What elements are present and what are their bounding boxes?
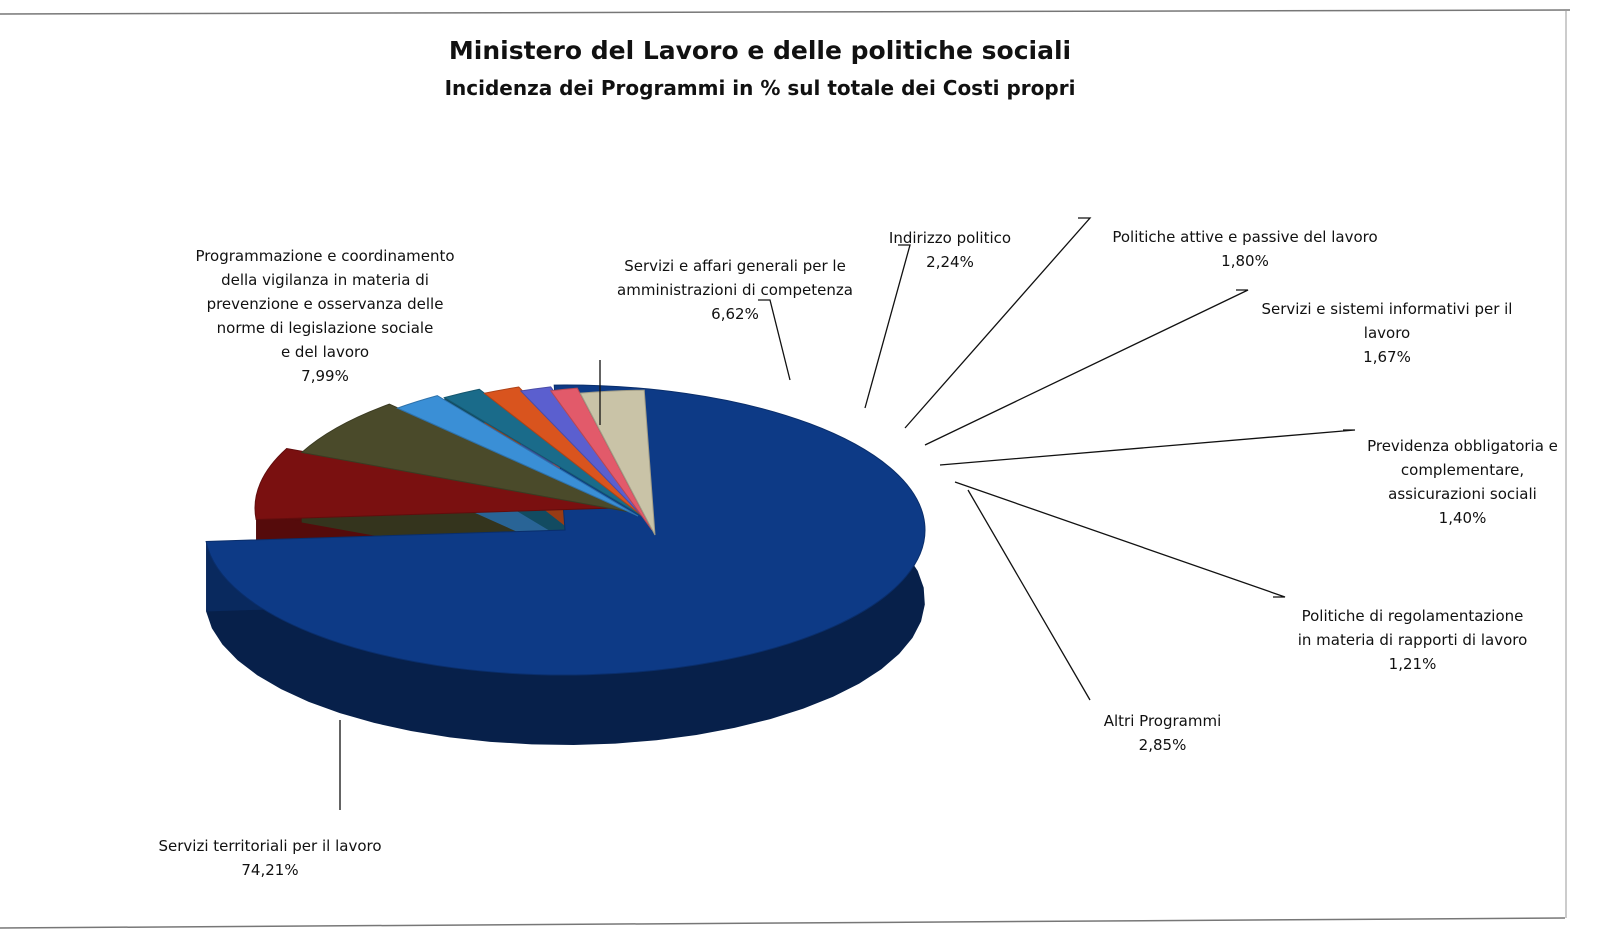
slice-label-0-value: 74,21% [241,861,299,879]
slice-label-6-name: Previdenza obbligatoria e complementare,… [1367,437,1558,503]
slice-label-4-value: 1,80% [1221,252,1269,270]
slice-label-1-name: Programmazione e coordinamento della vig… [195,247,455,361]
slice-label-3-name: Indirizzo politico [888,229,1012,247]
slice-label-1: Programmazione e coordinamento della vig… [170,220,480,412]
pie-slice-3 [396,395,639,517]
leader-line-3 [864,244,911,409]
slice-label-1-value: 7,99% [301,367,349,385]
slice-label-5-value: 1,67% [1363,348,1411,366]
slice-label-7: Politiche di regolamentazione in materia… [1280,580,1545,700]
slice-label-6: Previdenza obbligatoria e complementare,… [1355,410,1570,554]
pie-slice-2 [300,403,631,513]
slice-label-8-name: Altri Programmi [1103,712,1222,730]
pie-slice-4 [443,388,646,519]
slice-label-0: Servizi territoriali per il lavoro 74,21… [140,810,400,906]
slice-label-8: Altri Programmi 2,85% [1090,685,1235,781]
slice-label-3-value: 2,24% [926,253,974,271]
pie-slice-8 [579,389,656,536]
leader-line-2 [758,299,791,381]
leader-line-8 [967,489,1091,701]
chart-title: Ministero del Lavoro e delle politiche s… [448,36,1072,65]
pie-slice-1 [254,447,616,520]
slice-label-5-name: Servizi e sistemi informativi per il lav… [1261,300,1513,342]
leader-line-7 [954,481,1286,598]
pie-slice-7 [549,387,653,531]
leader-line-6 [939,429,1356,466]
chart-subtitle: Incidenza dei Programmi in % sul totale … [444,76,1076,100]
slice-label-7-name: Politiche di regolamentazione in materia… [1297,607,1528,649]
slice-label-2-value: 6,62% [711,305,759,323]
slice-label-3: Indirizzo politico 2,24% [870,202,1030,298]
slice-label-7-value: 1,21% [1388,655,1437,673]
slice-label-2-name: Servizi e affari generali per le amminis… [617,257,853,299]
slice-label-4-name: Politiche attive e passive del lavoro [1112,228,1378,246]
leader-line-4 [904,217,1092,429]
slice-label-8-value: 2,85% [1138,736,1187,754]
leader-line-5 [924,289,1249,446]
slice-label-2: Servizi e affari generali per le amminis… [595,230,875,350]
pie-slice-5 [483,386,651,523]
pie-slice-6 [519,386,653,527]
slice-label-6-value: 1,40% [1438,509,1487,527]
slice-label-5: Servizi e sistemi informativi per il lav… [1247,273,1527,393]
slice-label-0-name: Servizi territoriali per il lavoro [158,837,382,855]
pie-slice-0 [205,384,926,676]
slice-label-4: Politiche attive e passive del lavoro 1,… [1095,201,1395,297]
